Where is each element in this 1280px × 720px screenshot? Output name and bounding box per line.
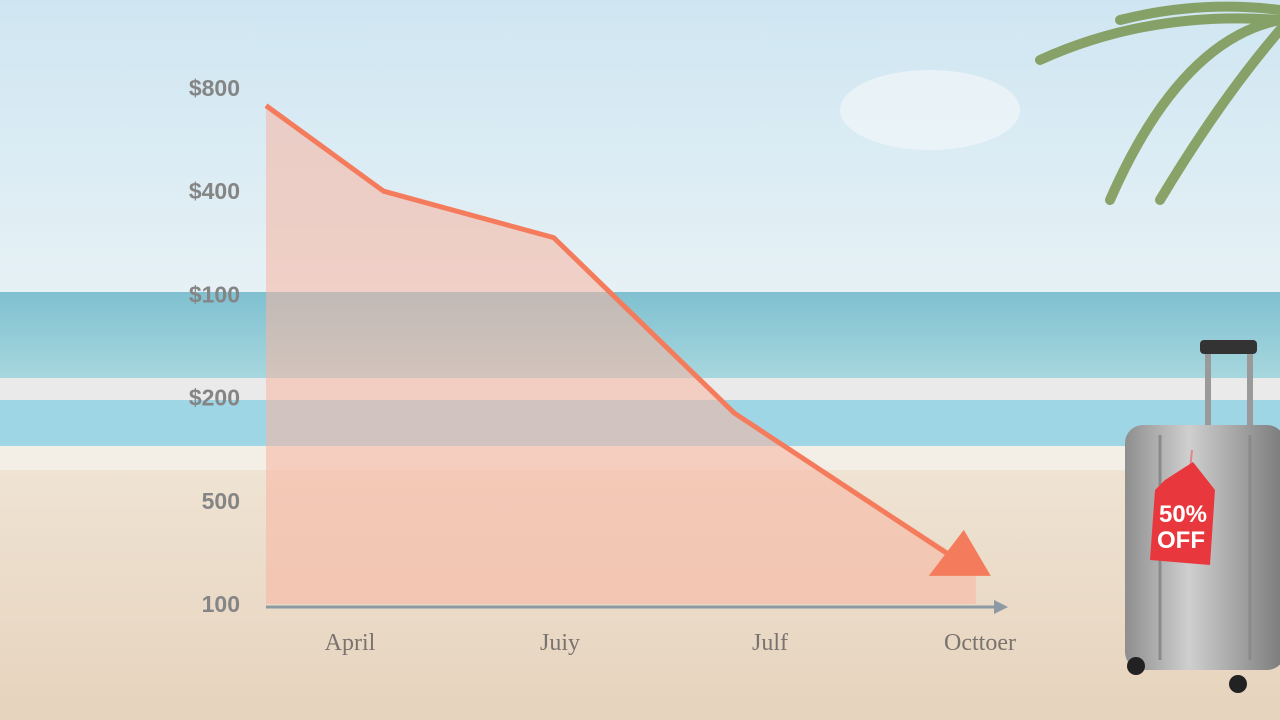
y-tick-label: $100 <box>189 281 240 307</box>
price-line <box>264 103 953 558</box>
arrowhead-marker <box>928 529 991 576</box>
x-tick-label: April <box>325 630 376 656</box>
y-tick-label: 500 <box>202 488 240 514</box>
x-tick-label: Octtoer <box>944 630 1016 656</box>
x-tick-label: Juiy <box>540 630 580 656</box>
discount-badge-line1: 50% <box>1159 501 1207 528</box>
price-tag-icon: 50% OFF <box>1150 449 1215 565</box>
discount-badge-line2: OFF <box>1157 527 1205 554</box>
y-tick-label: $800 <box>189 75 240 101</box>
area-fill <box>266 105 976 604</box>
x-axis-arrow <box>994 600 1008 614</box>
y-tick-label: $200 <box>189 385 240 411</box>
y-tick-label: 100 <box>202 591 240 617</box>
palm-leaf-icon <box>1035 1 1280 205</box>
x-tick-label: Julf <box>752 630 788 656</box>
y-tick-label: $400 <box>189 178 240 204</box>
